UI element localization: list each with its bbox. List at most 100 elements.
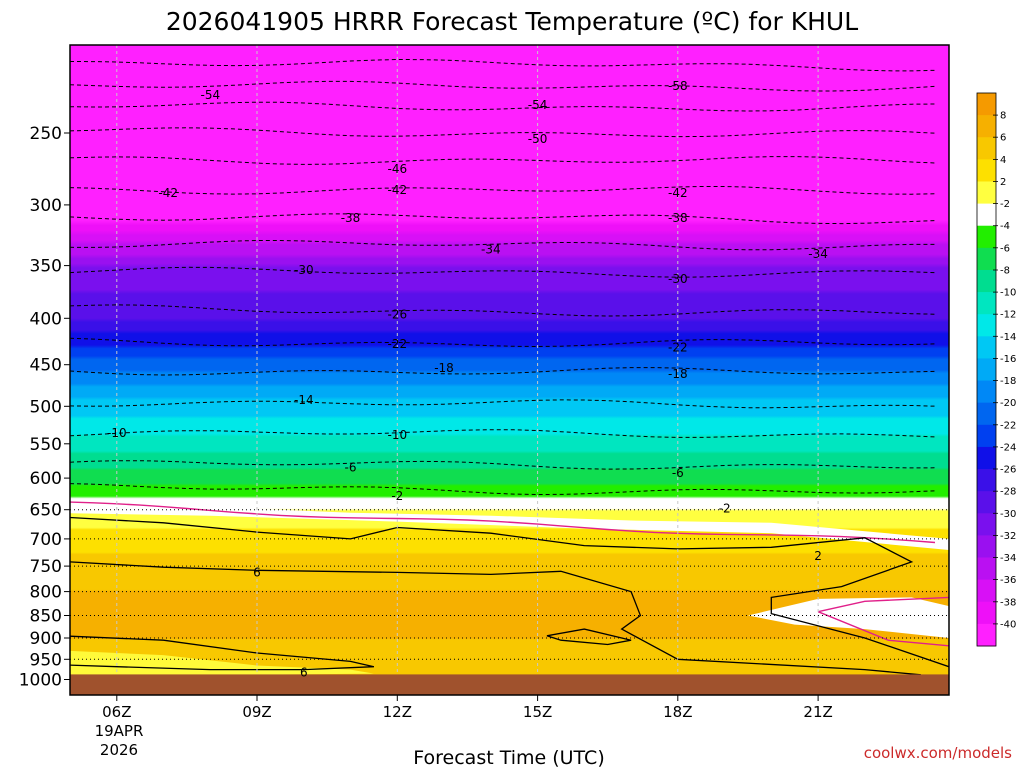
colorbar-swatch (977, 137, 996, 160)
isotherm-dashed (70, 156, 936, 165)
colorbar-swatch (977, 380, 996, 404)
y-tick-label: 450 (30, 356, 62, 376)
ground-below-surface (70, 674, 949, 695)
isotherm-dashed (70, 429, 936, 438)
colorbar-swatch (977, 601, 996, 625)
colorbar-swatch (977, 623, 996, 647)
colorbar-tick-label: -36 (1000, 575, 1016, 586)
colorbar-frame (976, 92, 997, 647)
contour-label: -2 (391, 489, 403, 503)
contour-label: 6 (253, 565, 261, 579)
isotherm-dashed (70, 127, 936, 138)
isotherm-dashed (70, 186, 936, 195)
colorbar-swatch (977, 402, 996, 426)
x-tick-label: 06Z (102, 703, 131, 721)
colorbar-tick-label: -2 (1000, 199, 1010, 210)
colorbar-tick-label: -4 (1000, 221, 1010, 232)
x-axis: 06Z 09Z 12Z 15Z 18Z 21Z (102, 695, 833, 721)
y-tick-label: 300 (30, 196, 62, 216)
colorbar-swatch (977, 93, 996, 116)
colorbar-swatch (977, 513, 996, 536)
isotherm-contours (70, 58, 949, 676)
contour-label: -30 (668, 272, 688, 286)
colorbar-tick-label: -10 (1000, 288, 1016, 299)
warm-patch-low (70, 650, 374, 675)
y-tick-label: 800 (30, 583, 62, 603)
isotherm-6c-upper (70, 561, 921, 676)
colorbar-swatch (977, 292, 996, 315)
isotherm-6c-lower (70, 635, 375, 671)
contour-labels: -58 -54 -54 -50 -46 -42 -42 -42 -38 -38 -34 -34 -30 -… (107, 79, 828, 679)
colorbar-tick-label: -28 (1000, 487, 1016, 498)
y-tick-label: 700 (30, 530, 62, 550)
colorbar-tick-label: 2 (1000, 177, 1006, 188)
colorbar-swatch (977, 159, 996, 182)
colorbar-tick-label: -40 (1000, 619, 1016, 630)
plot-frame (69, 44, 950, 696)
colorbar-swatch (977, 181, 996, 205)
colorbar-tick-label: -18 (1000, 376, 1016, 387)
plot-area: -58 -54 -54 -50 -46 -42 -42 -42 -38 -38 -34 -34 -30 -… (69, 44, 950, 696)
colorbar-tick-label: -30 (1000, 509, 1016, 520)
colorbar-swatch (977, 314, 996, 337)
isotherm-dashed (70, 213, 936, 225)
colorbar-swatch (977, 557, 996, 581)
colorbar-swatch (977, 203, 996, 227)
contour-label: -58 (668, 79, 688, 93)
contour-label: -14 (294, 393, 314, 407)
colorbar-swatch (977, 247, 996, 271)
contour-label: -54 (528, 98, 548, 112)
x-tick-label: 21Z (803, 703, 832, 721)
isotherm-dashed (70, 80, 936, 92)
credit-link[interactable]: coolwx.com/models (864, 744, 1012, 762)
contour-label: -10 (387, 428, 407, 442)
contour-label: -46 (387, 162, 407, 176)
colorbar-swatch (977, 115, 996, 138)
isotherm-dashed (70, 483, 936, 496)
colorbar-swatch (977, 336, 996, 359)
y-tick-label: 850 (30, 607, 62, 627)
y-tick-label: 500 (30, 397, 62, 417)
contour-label: -34 (808, 247, 828, 261)
freezing-isotherm-low2 (817, 611, 949, 647)
contour-label: 2 (814, 549, 822, 563)
temperature-field (70, 45, 949, 695)
isotherm-dashed (70, 367, 936, 376)
colorbar-tick-label: -22 (1000, 420, 1016, 431)
isotherm-dashed (70, 460, 936, 470)
colorbar-swatch (977, 424, 996, 448)
y-axis: 2503003504004505005506006507007508008509… (19, 124, 70, 691)
y-tick-label: 1000 (19, 671, 62, 691)
colorbar-tick-label: -26 (1000, 465, 1016, 476)
contour-label: 6 (300, 665, 308, 679)
colorbar-tick-label: -20 (1000, 398, 1016, 409)
cool-pocket-right (748, 597, 949, 638)
x-tick-label: 18Z (663, 703, 692, 721)
x-date-label: 19APR (95, 722, 144, 740)
y-tick-label: 550 (30, 435, 62, 455)
contour-label: -34 (481, 243, 501, 257)
y-tick-label: 950 (30, 650, 62, 670)
contour-label: -26 (387, 307, 407, 321)
colorbar-legend: 8 6 4 2 -2 -4 -6 -8 -10 -12 -14 -16 -18 -20 -22 -24 -26 -… (976, 92, 1016, 647)
colorbar-swatch (977, 358, 996, 382)
contour-label: -38 (341, 211, 361, 225)
colorbar-tick-label: 8 (1000, 111, 1006, 122)
isotherm-dashed (70, 337, 936, 348)
grid-lines (70, 45, 949, 695)
warm-patch-6c (210, 590, 561, 626)
contour-label: -42 (668, 186, 688, 200)
x-year-label: 2026 (100, 741, 138, 759)
contour-label: -2 (719, 502, 731, 516)
isotherm-dashed (70, 240, 935, 251)
isotherm-dashed (70, 266, 936, 278)
colorbar-tick-label: -12 (1000, 310, 1016, 321)
x-tick-label: 09Z (242, 703, 271, 721)
isotherm-6c-pocket (546, 628, 632, 646)
y-tick-label: 350 (30, 257, 62, 277)
isotherm-2c (70, 516, 949, 668)
colorbar-tick-label: -6 (1000, 243, 1010, 254)
contour-label: -18 (434, 361, 454, 375)
contour-label: -6 (345, 461, 357, 475)
